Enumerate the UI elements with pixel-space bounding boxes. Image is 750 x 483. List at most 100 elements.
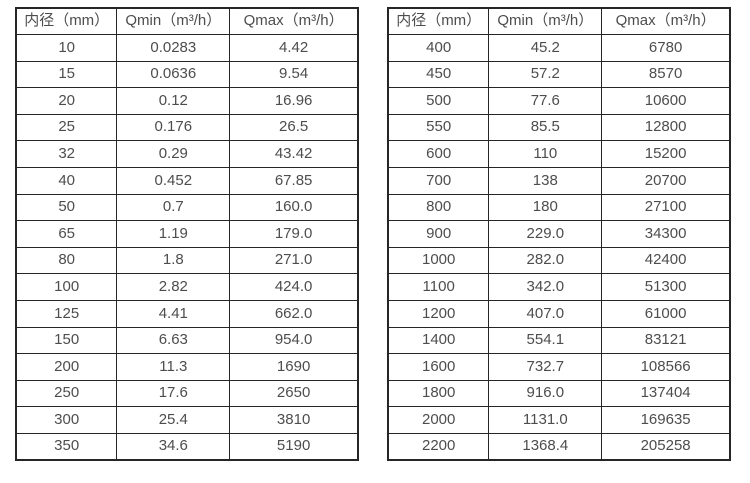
table-cell: 10600 <box>601 87 731 115</box>
table-row: 1200 407.0 61000 <box>387 300 731 328</box>
table-cell: 200 <box>15 353 118 381</box>
column-header: 内径（mm） <box>15 7 118 36</box>
table-row: 200 11.3 1690 <box>15 353 359 381</box>
table-cell: 400 <box>387 34 490 62</box>
flow-table-right: 内径（mm） Qmin（m³/h） Qmax（m³/h） 400 45.2 6780 450… <box>387 7 731 462</box>
table-cell: 34.6 <box>116 433 231 461</box>
table-row: 300 25.4 3810 <box>15 406 359 434</box>
table-cell: 229.0 <box>488 220 603 248</box>
table-cell: 0.176 <box>116 113 231 142</box>
table-cell: 160.0 <box>229 193 359 222</box>
table-cell: 65 <box>15 220 118 248</box>
table-cell: 34300 <box>601 220 731 248</box>
table-cell: 250 <box>15 379 118 408</box>
table-cell: 700 <box>387 167 490 195</box>
table-row: 25 0.176 26.5 <box>15 113 359 142</box>
table-row: 500 77.6 10600 <box>387 87 731 115</box>
table-cell: 2000 <box>387 406 490 434</box>
table-cell: 916.0 <box>488 379 603 408</box>
header-row: 内径（mm） Qmin（m³/h） Qmax（m³/h） <box>387 7 731 36</box>
table-row: 900 229.0 34300 <box>387 220 731 248</box>
table-cell: 1.19 <box>116 220 231 248</box>
table-cell: 550 <box>387 113 490 142</box>
table-row: 1800 916.0 137404 <box>387 379 731 408</box>
table-cell: 100 <box>15 273 118 302</box>
table-cell: 77.6 <box>488 87 603 115</box>
table-row: 2000 1131.0 169635 <box>387 406 731 434</box>
table-cell: 1800 <box>387 379 490 408</box>
table-cell: 2200 <box>387 433 490 461</box>
table-row: 550 85.5 12800 <box>387 113 731 142</box>
table-cell: 1000 <box>387 246 490 275</box>
table-row: 40 0.452 67.85 <box>15 167 359 195</box>
table-row: 20 0.12 16.96 <box>15 87 359 115</box>
table-cell: 3810 <box>229 406 359 434</box>
table-cell: 6.63 <box>116 326 231 355</box>
table-cell: 108566 <box>601 353 731 381</box>
table-cell: 10 <box>15 34 118 62</box>
table-row: 400 45.2 6780 <box>387 34 731 62</box>
table-cell: 15200 <box>601 140 731 169</box>
table-row: 100 2.82 424.0 <box>15 273 359 302</box>
table-cell: 51300 <box>601 273 731 302</box>
table-row: 600 110 15200 <box>387 140 731 169</box>
table-cell: 1200 <box>387 300 490 328</box>
table-cell: 4.41 <box>116 300 231 328</box>
table-row: 80 1.8 271.0 <box>15 246 359 275</box>
table-cell: 407.0 <box>488 300 603 328</box>
table-cell: 271.0 <box>229 246 359 275</box>
table-cell: 1368.4 <box>488 433 603 461</box>
table-cell: 1690 <box>229 353 359 381</box>
table-cell: 554.1 <box>488 326 603 355</box>
column-header: 内径（mm） <box>387 7 490 36</box>
table-cell: 12800 <box>601 113 731 142</box>
table-cell: 20 <box>15 87 118 115</box>
table-cell: 179.0 <box>229 220 359 248</box>
table-cell: 50 <box>15 193 118 222</box>
table-cell: 500 <box>387 87 490 115</box>
table-cell: 110 <box>488 140 603 169</box>
table-cell: 1100 <box>387 273 490 302</box>
table-cell: 0.7 <box>116 193 231 222</box>
table-row: 2200 1368.4 205258 <box>387 433 731 461</box>
table-cell: 300 <box>15 406 118 434</box>
table-cell: 4.42 <box>229 34 359 62</box>
table-row: 1400 554.1 83121 <box>387 326 731 355</box>
table-row: 150 6.63 954.0 <box>15 326 359 355</box>
table-row: 700 138 20700 <box>387 167 731 195</box>
table-cell: 43.42 <box>229 140 359 169</box>
table-row: 50 0.7 160.0 <box>15 193 359 222</box>
table-cell: 9.54 <box>229 60 359 89</box>
flow-table-left: 内径（mm） Qmin（m³/h） Qmax（m³/h） 10 0.0283 4.42 15… <box>15 7 359 462</box>
table-row: 1000 282.0 42400 <box>387 246 731 275</box>
table-cell: 800 <box>387 193 490 222</box>
table-cell: 20700 <box>601 167 731 195</box>
table-cell: 150 <box>15 326 118 355</box>
table-row: 450 57.2 8570 <box>387 60 731 89</box>
table-cell: 57.2 <box>488 60 603 89</box>
table-cell: 15 <box>15 60 118 89</box>
table-cell: 137404 <box>601 379 731 408</box>
table-cell: 662.0 <box>229 300 359 328</box>
table-cell: 26.5 <box>229 113 359 142</box>
table-cell: 16.96 <box>229 87 359 115</box>
table-cell: 0.12 <box>116 87 231 115</box>
table-cell: 45.2 <box>488 34 603 62</box>
table-cell: 5190 <box>229 433 359 461</box>
table-row: 1100 342.0 51300 <box>387 273 731 302</box>
table-cell: 25 <box>15 113 118 142</box>
table-cell: 350 <box>15 433 118 461</box>
table-cell: 67.85 <box>229 167 359 195</box>
table-cell: 342.0 <box>488 273 603 302</box>
table-cell: 732.7 <box>488 353 603 381</box>
table-row: 250 17.6 2650 <box>15 379 359 408</box>
table-cell: 138 <box>488 167 603 195</box>
table-cell: 2.82 <box>116 273 231 302</box>
table-row: 65 1.19 179.0 <box>15 220 359 248</box>
table-cell: 1.8 <box>116 246 231 275</box>
table-cell: 125 <box>15 300 118 328</box>
table-cell: 900 <box>387 220 490 248</box>
table-cell: 0.452 <box>116 167 231 195</box>
table-row: 800 180 27100 <box>387 193 731 222</box>
column-header: Qmax（m³/h） <box>601 7 731 36</box>
